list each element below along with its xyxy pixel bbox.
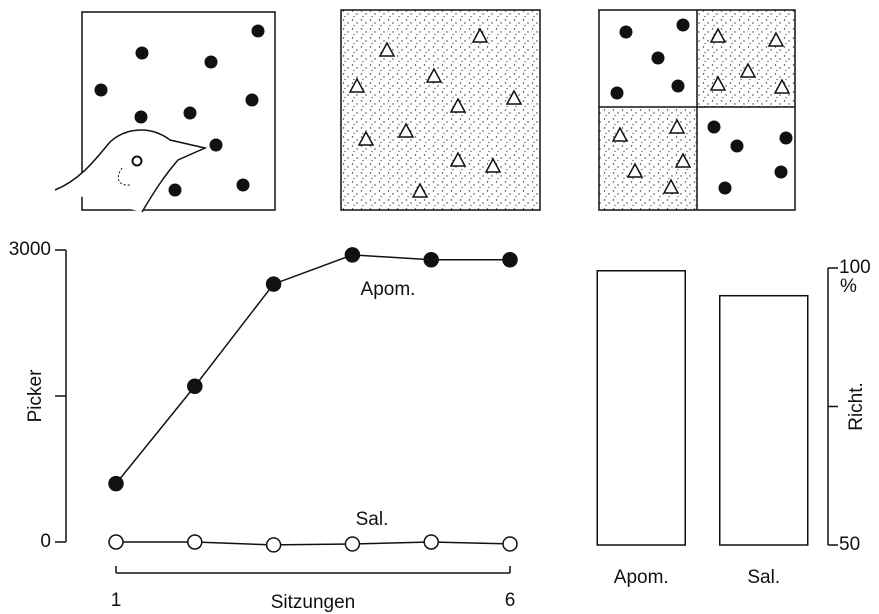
data-point [344,247,361,263]
data-point [187,534,203,550]
data-point [502,251,518,268]
x-tick-label: Apom. [614,567,669,588]
data-point [423,534,439,550]
data-point [344,536,361,552]
y-tick-label: 100 [839,257,871,278]
y-axis-label: Richt. [846,382,867,431]
series-label: Sal. [356,509,389,530]
x-tick-label: Sal. [747,567,780,588]
series-line [116,541,511,546]
panel-dots [54,11,276,213]
x-tick-label: 1 [111,590,122,611]
data-point [187,378,203,395]
panel-mixed [598,9,796,211]
data-point [265,276,282,292]
y-axis-label: Picker [25,369,46,422]
data-point [502,536,518,552]
x-tick-label: 6 [505,590,516,611]
y-tick-label: 0 [40,531,51,552]
data-point [423,251,439,268]
data-point [108,534,124,550]
y-unit: % [840,276,857,297]
panel-triangles [340,9,541,211]
bar [596,270,686,546]
x-axis-label: Sitzungen [271,592,356,613]
series-label: Apom. [361,279,416,300]
series-line [115,254,510,485]
data-point [108,475,124,492]
bar [719,294,809,546]
y-tick-label: 3000 [9,239,51,260]
data-point [265,537,282,553]
y-tick-label: 50 [839,534,860,555]
